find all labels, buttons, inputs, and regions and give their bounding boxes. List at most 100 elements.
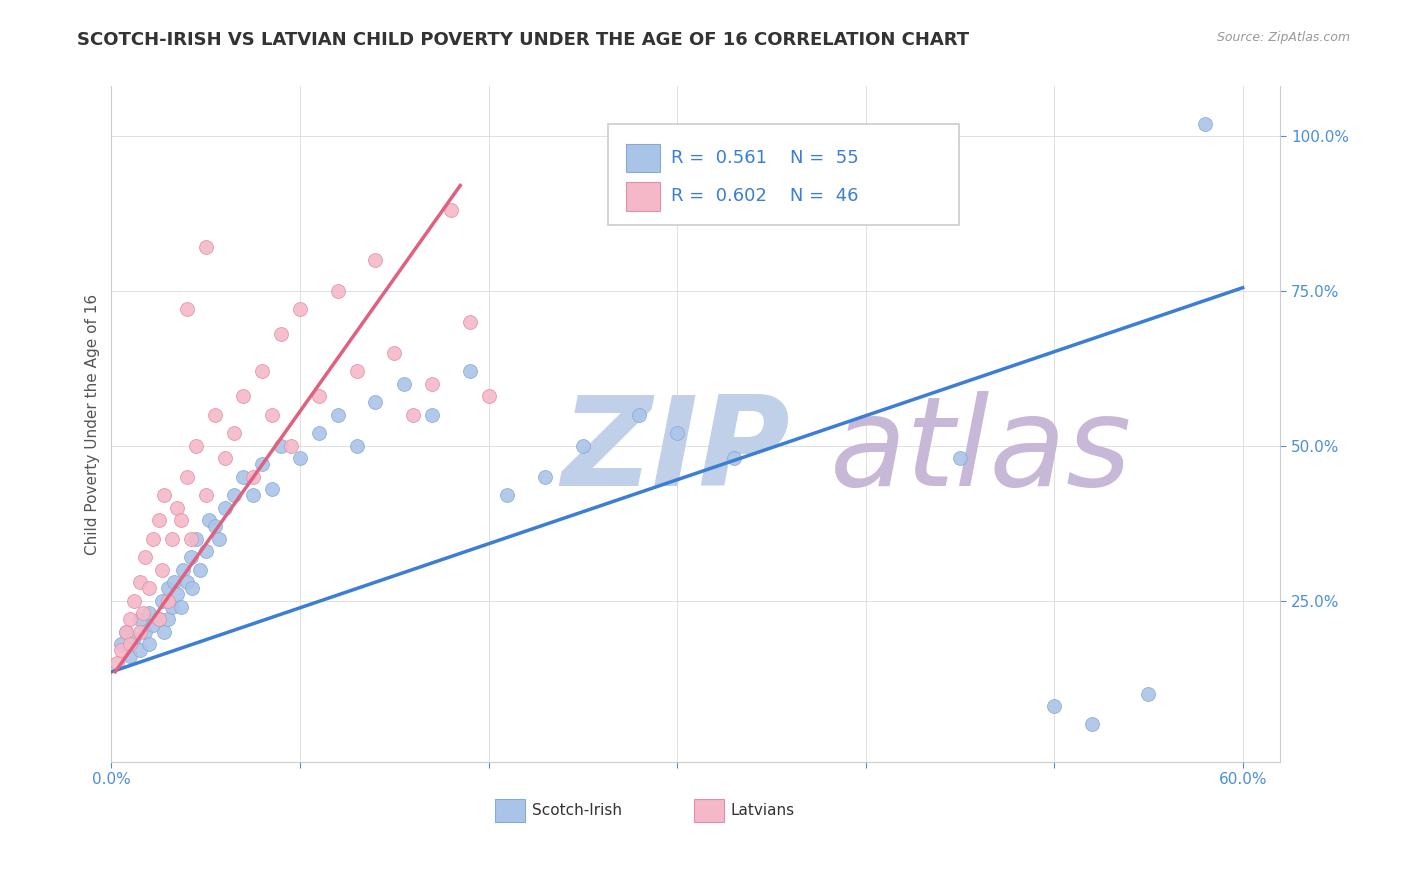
Point	[364, 395, 387, 409]
Point	[176, 574, 198, 589]
Point	[120, 637, 142, 651]
Point	[364, 252, 387, 267]
Point	[204, 519, 226, 533]
Point	[128, 574, 150, 589]
Point	[134, 550, 156, 565]
Point	[252, 364, 274, 378]
Point	[138, 606, 160, 620]
Point	[194, 544, 217, 558]
Point	[122, 631, 145, 645]
Point	[723, 451, 745, 466]
Text: atlas: atlas	[831, 391, 1132, 511]
Point	[186, 532, 208, 546]
Point	[120, 612, 142, 626]
Point	[288, 302, 311, 317]
Point	[270, 439, 292, 453]
Point	[180, 550, 202, 565]
Point	[115, 624, 138, 639]
Point	[148, 612, 170, 626]
Point	[628, 408, 651, 422]
Point	[288, 451, 311, 466]
Text: SCOTCH-IRISH VS LATVIAN CHILD POVERTY UNDER THE AGE OF 16 CORRELATION CHART: SCOTCH-IRISH VS LATVIAN CHILD POVERTY UN…	[77, 31, 970, 49]
FancyBboxPatch shape	[626, 144, 659, 172]
Point	[458, 364, 481, 378]
Point	[170, 513, 193, 527]
FancyBboxPatch shape	[609, 123, 959, 225]
Point	[440, 203, 463, 218]
Point	[138, 637, 160, 651]
Point	[1081, 717, 1104, 731]
Point	[153, 624, 176, 639]
Point	[214, 500, 236, 515]
Text: Scotch-Irish: Scotch-Irish	[533, 804, 623, 819]
Point	[160, 599, 183, 614]
Point	[242, 488, 264, 502]
Point	[232, 469, 254, 483]
Point	[194, 488, 217, 502]
Point	[260, 408, 283, 422]
Point	[128, 643, 150, 657]
Y-axis label: Child Poverty Under the Age of 16: Child Poverty Under the Age of 16	[86, 293, 100, 555]
Point	[242, 469, 264, 483]
Point	[420, 408, 443, 422]
Point	[477, 389, 499, 403]
Point	[208, 532, 231, 546]
Point	[170, 599, 193, 614]
Point	[280, 439, 302, 453]
Point	[458, 315, 481, 329]
Point	[115, 624, 138, 639]
Point	[326, 284, 349, 298]
Point	[949, 451, 972, 466]
Point	[198, 513, 221, 527]
Point	[308, 389, 330, 403]
Point	[232, 389, 254, 403]
Point	[392, 376, 415, 391]
Point	[308, 426, 330, 441]
Point	[166, 587, 188, 601]
Point	[166, 500, 188, 515]
Point	[134, 624, 156, 639]
Point	[148, 612, 170, 626]
Point	[194, 240, 217, 254]
Text: Latvians: Latvians	[731, 804, 796, 819]
Point	[138, 581, 160, 595]
Text: Source: ZipAtlas.com: Source: ZipAtlas.com	[1216, 31, 1350, 45]
Point	[571, 439, 593, 453]
Point	[666, 426, 689, 441]
Text: R =  0.561    N =  55: R = 0.561 N = 55	[671, 149, 859, 167]
Point	[142, 532, 165, 546]
Point	[402, 408, 425, 422]
Point	[128, 624, 150, 639]
FancyBboxPatch shape	[495, 799, 526, 822]
Point	[176, 469, 198, 483]
Text: R =  0.602    N =  46: R = 0.602 N = 46	[671, 187, 859, 205]
Text: ZIP: ZIP	[561, 391, 790, 511]
FancyBboxPatch shape	[626, 182, 659, 211]
Point	[270, 327, 292, 342]
Point	[142, 618, 165, 632]
Point	[150, 563, 173, 577]
Point	[420, 376, 443, 391]
Point	[105, 656, 128, 670]
Point	[382, 345, 405, 359]
Point	[110, 643, 132, 657]
Point	[1043, 698, 1066, 713]
Point	[176, 302, 198, 317]
Point	[132, 606, 155, 620]
Point	[110, 637, 132, 651]
Point	[260, 482, 283, 496]
Point	[162, 574, 184, 589]
Point	[186, 439, 208, 453]
FancyBboxPatch shape	[693, 799, 724, 822]
Point	[188, 563, 211, 577]
Point	[346, 439, 368, 453]
Point	[222, 426, 245, 441]
Point	[204, 408, 226, 422]
Point	[180, 532, 202, 546]
Point	[222, 488, 245, 502]
Point	[172, 563, 194, 577]
Point	[1137, 686, 1160, 700]
Point	[156, 581, 179, 595]
Point	[181, 581, 204, 595]
Point	[156, 593, 179, 607]
